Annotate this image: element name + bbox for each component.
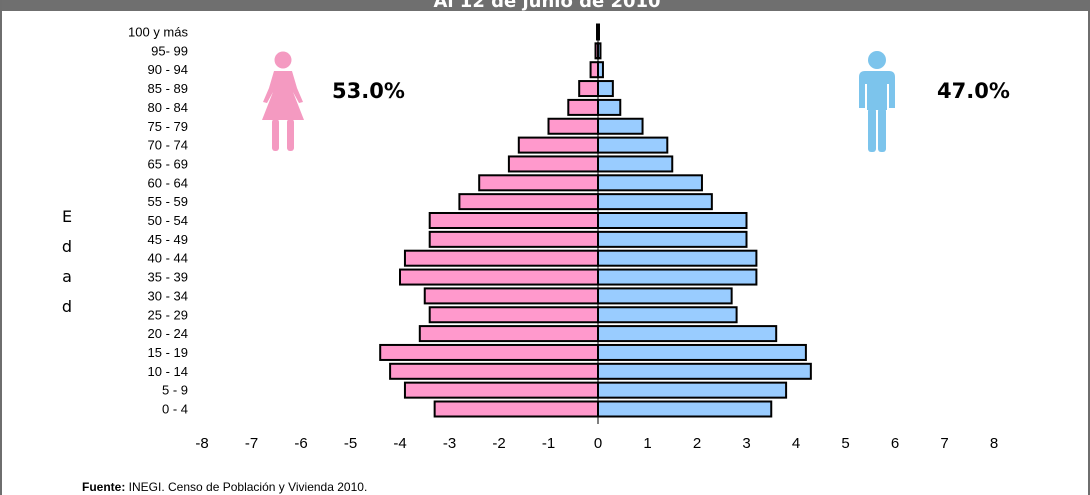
male-bar — [597, 268, 758, 286]
male-bar — [597, 80, 614, 98]
y-axis-label-letter: a — [62, 267, 72, 286]
female-bar — [428, 306, 600, 324]
x-tick-label: 8 — [990, 435, 998, 452]
x-tick-label: 5 — [841, 435, 849, 452]
female-bar — [403, 249, 600, 267]
y-axis-label-letter: d — [61, 237, 73, 256]
x-tick-label: -8 — [195, 435, 208, 452]
age-group-label: 5 - 9 — [162, 383, 188, 398]
female-bar — [507, 155, 599, 173]
male-bar — [597, 61, 604, 79]
x-tick-label: -7 — [245, 435, 258, 452]
x-tick-label: -3 — [443, 435, 456, 452]
female-bar — [578, 80, 600, 98]
male-bar — [597, 343, 807, 361]
female-bar — [547, 117, 599, 135]
female-bar — [389, 362, 599, 380]
age-group-label: 15 - 19 — [148, 345, 188, 360]
chart-title: Al 12 de junio de 2010 — [433, 0, 661, 11]
age-group-label: 25 - 29 — [148, 307, 188, 322]
x-tick-label: 7 — [940, 435, 948, 452]
woman-icon — [262, 51, 304, 151]
male-percentage: 47.0% — [937, 79, 1010, 103]
female-bar — [379, 343, 600, 361]
x-tick-label: 3 — [742, 435, 750, 452]
male-bar — [597, 174, 703, 192]
age-group-label: 85 - 89 — [148, 81, 188, 96]
female-bar — [428, 212, 600, 229]
age-group-label: 70 - 74 — [148, 138, 188, 153]
female-percentage: 53.0% — [332, 79, 405, 103]
female-bar — [567, 98, 599, 116]
male-bar — [597, 155, 674, 173]
x-tick-label: 2 — [693, 435, 701, 452]
male-bar — [597, 306, 738, 324]
x-tick-labels: -8 -7 -6 -5 -4 -3 -2 -1 0 1 2 3 4 5 6 7 8 — [195, 435, 998, 452]
age-group-label: 65 - 69 — [148, 156, 188, 171]
age-group-label: 100 y más — [128, 25, 188, 40]
male-bar — [597, 287, 733, 305]
title-bar: Al 12 de junio de 2010 — [2, 0, 1090, 11]
age-group-label: 10 - 14 — [148, 364, 188, 379]
female-bar — [423, 287, 599, 305]
x-tick-label: -1 — [542, 435, 555, 452]
male-bar — [597, 325, 778, 343]
male-bar — [597, 117, 644, 135]
female-bar — [433, 400, 599, 418]
male-bar — [597, 193, 713, 211]
male-bar — [597, 136, 669, 154]
male-bar — [597, 98, 622, 116]
female-bar — [517, 136, 599, 154]
female-bars — [379, 23, 600, 418]
female-bar — [399, 268, 599, 286]
x-tick-label: -2 — [492, 435, 505, 452]
age-group-label: 55 - 59 — [148, 194, 188, 209]
age-group-label: 95- 99 — [151, 43, 188, 58]
age-group-labels: 0 - 4 5 - 9 10 - 14 15 - 19 20 - 24 25 - 29 30… — [128, 25, 188, 417]
man-icon — [859, 51, 895, 152]
source-note: Fuente: INEGI. Censo de Población y Vivi… — [82, 480, 367, 494]
age-group-label: 50 - 54 — [148, 213, 188, 228]
male-bar — [597, 230, 748, 248]
female-bar — [589, 61, 600, 79]
age-group-label: 35 - 39 — [148, 270, 188, 285]
male-bar — [597, 362, 812, 380]
x-tick-label: -6 — [294, 435, 307, 452]
male-bar — [597, 381, 788, 399]
age-group-label: 30 - 34 — [148, 288, 188, 303]
age-group-label: 60 - 64 — [148, 175, 188, 190]
x-tick-label: 6 — [891, 435, 899, 452]
age-group-label: 75 - 79 — [148, 119, 188, 134]
female-bar — [478, 174, 600, 192]
x-tick-label: 0 — [594, 435, 602, 452]
x-tick-label: -5 — [344, 435, 357, 452]
male-bar — [597, 249, 758, 267]
age-group-label: 45 - 49 — [148, 232, 188, 247]
x-tick-label: -4 — [393, 435, 406, 452]
source-text: INEGI. Censo de Población y Vivienda 201… — [125, 480, 368, 494]
x-tick-label: 1 — [643, 435, 651, 452]
y-axis-label-letter: E — [61, 207, 73, 226]
male-bar — [597, 400, 773, 418]
female-bar — [418, 325, 599, 343]
female-bar — [428, 230, 600, 248]
age-group-label: 80 - 84 — [148, 100, 188, 115]
age-group-label: 40 - 44 — [148, 251, 188, 266]
male-bars — [597, 23, 812, 418]
female-bar — [403, 381, 600, 399]
male-bar — [597, 212, 748, 229]
age-group-label: 0 - 4 — [162, 402, 188, 417]
y-axis-label-letter: d — [61, 297, 73, 316]
age-group-label: 90 - 94 — [148, 62, 188, 77]
x-tick-label: 4 — [792, 435, 800, 452]
female-bar — [458, 193, 599, 211]
age-group-label: 20 - 24 — [148, 326, 188, 341]
source-label: Fuente: — [82, 480, 126, 494]
